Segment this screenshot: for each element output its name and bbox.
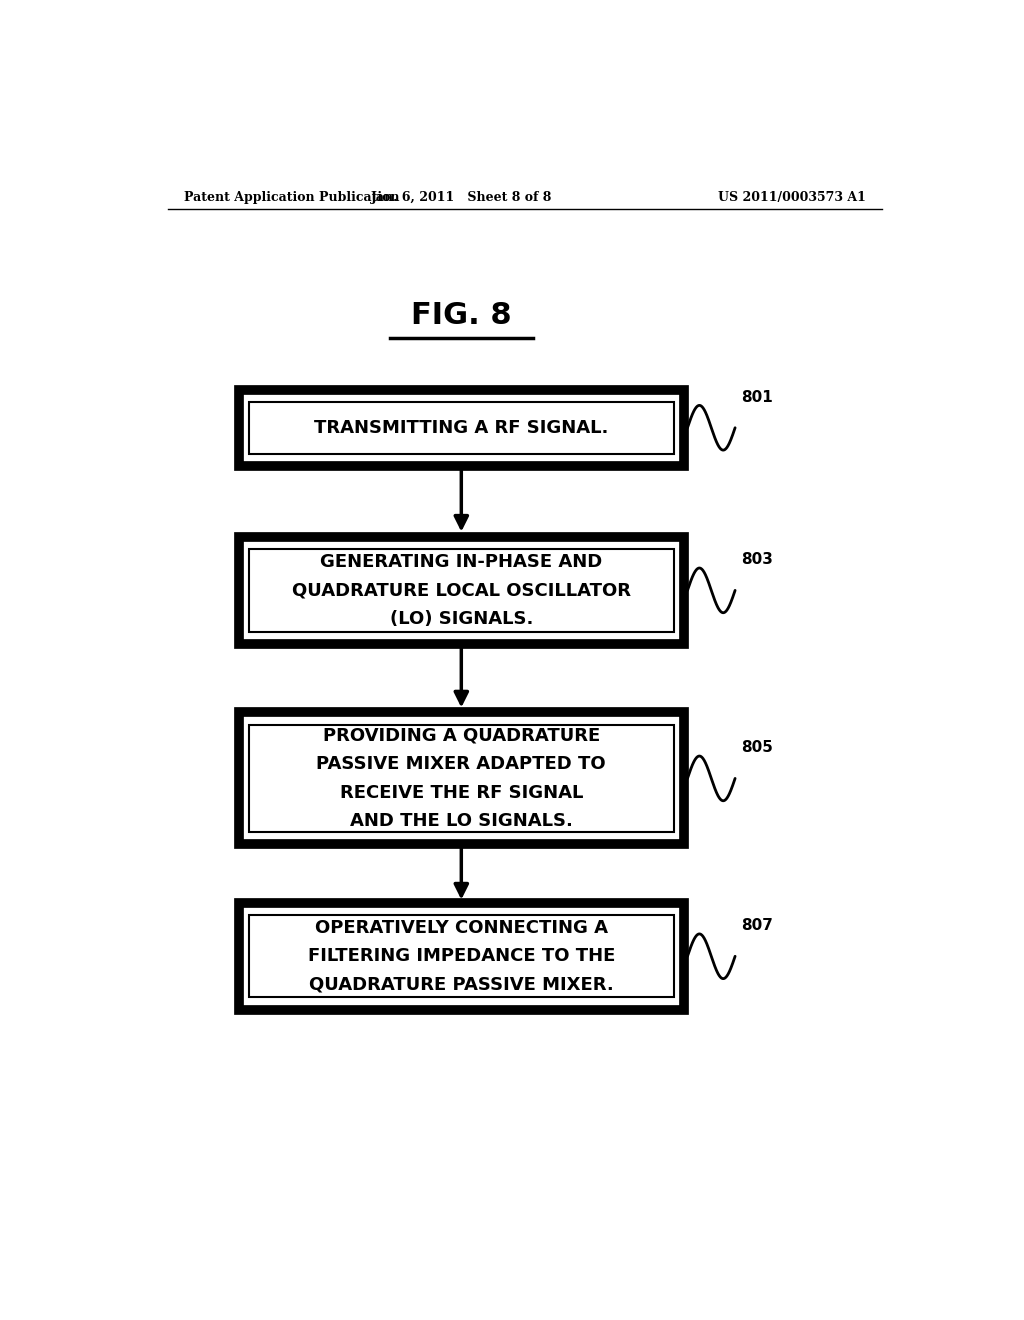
Bar [239, 389, 684, 466]
Bar [239, 713, 684, 845]
Text: TRANSMITTING A RF SIGNAL.: TRANSMITTING A RF SIGNAL. [314, 418, 608, 437]
Text: 807: 807 [741, 919, 773, 933]
Text: OPERATIVELY CONNECTING A: OPERATIVELY CONNECTING A [314, 919, 608, 937]
Text: RECEIVE THE RF SIGNAL: RECEIVE THE RF SIGNAL [340, 784, 583, 801]
Bar [249, 401, 674, 454]
Text: 801: 801 [741, 389, 773, 405]
Text: Jan. 6, 2011   Sheet 8 of 8: Jan. 6, 2011 Sheet 8 of 8 [371, 190, 552, 203]
Text: PROVIDING A QUADRATURE: PROVIDING A QUADRATURE [323, 727, 600, 744]
Text: GENERATING IN-PHASE AND: GENERATING IN-PHASE AND [321, 553, 602, 572]
Bar [249, 915, 674, 998]
Text: AND THE LO SIGNALS.: AND THE LO SIGNALS. [350, 812, 572, 830]
Bar [249, 725, 674, 833]
Bar [239, 903, 684, 1010]
Bar [239, 537, 684, 644]
Text: FIG. 8: FIG. 8 [411, 301, 512, 330]
Text: 805: 805 [741, 741, 773, 755]
Text: (LO) SIGNALS.: (LO) SIGNALS. [389, 610, 534, 628]
Text: 803: 803 [741, 552, 773, 568]
Bar [249, 549, 674, 631]
Text: QUADRATURE LOCAL OSCILLATOR: QUADRATURE LOCAL OSCILLATOR [292, 581, 631, 599]
Text: Patent Application Publication: Patent Application Publication [183, 190, 399, 203]
Text: QUADRATURE PASSIVE MIXER.: QUADRATURE PASSIVE MIXER. [309, 975, 613, 994]
Text: US 2011/0003573 A1: US 2011/0003573 A1 [718, 190, 866, 203]
Text: FILTERING IMPEDANCE TO THE: FILTERING IMPEDANCE TO THE [307, 948, 615, 965]
Text: PASSIVE MIXER ADAPTED TO: PASSIVE MIXER ADAPTED TO [316, 755, 606, 774]
